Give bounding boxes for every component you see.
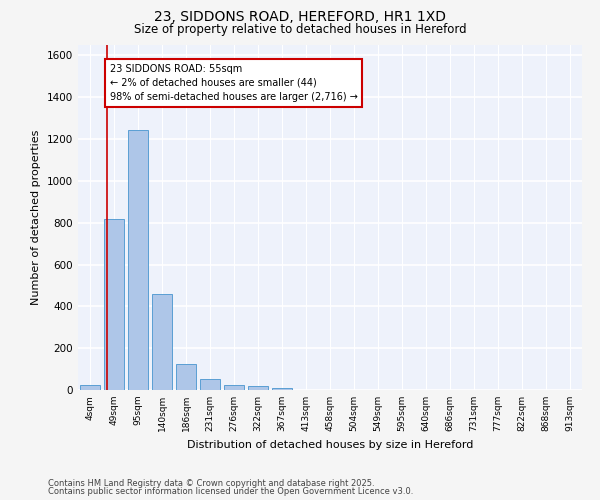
- Text: 23 SIDDONS ROAD: 55sqm
← 2% of detached houses are smaller (44)
98% of semi-deta: 23 SIDDONS ROAD: 55sqm ← 2% of detached …: [110, 64, 358, 102]
- Text: Contains public sector information licensed under the Open Government Licence v3: Contains public sector information licen…: [48, 487, 413, 496]
- Text: Contains HM Land Registry data © Crown copyright and database right 2025.: Contains HM Land Registry data © Crown c…: [48, 478, 374, 488]
- Bar: [152, 294, 172, 390]
- Bar: [248, 386, 268, 390]
- Bar: [80, 385, 100, 390]
- Bar: [104, 218, 124, 390]
- Text: Size of property relative to detached houses in Hereford: Size of property relative to detached ho…: [134, 22, 466, 36]
- Bar: [200, 378, 220, 390]
- Bar: [272, 388, 292, 390]
- Y-axis label: Number of detached properties: Number of detached properties: [31, 130, 41, 305]
- Text: 23, SIDDONS ROAD, HEREFORD, HR1 1XD: 23, SIDDONS ROAD, HEREFORD, HR1 1XD: [154, 10, 446, 24]
- Bar: [128, 130, 148, 390]
- Bar: [176, 364, 196, 390]
- Bar: [224, 385, 244, 390]
- X-axis label: Distribution of detached houses by size in Hereford: Distribution of detached houses by size …: [187, 440, 473, 450]
